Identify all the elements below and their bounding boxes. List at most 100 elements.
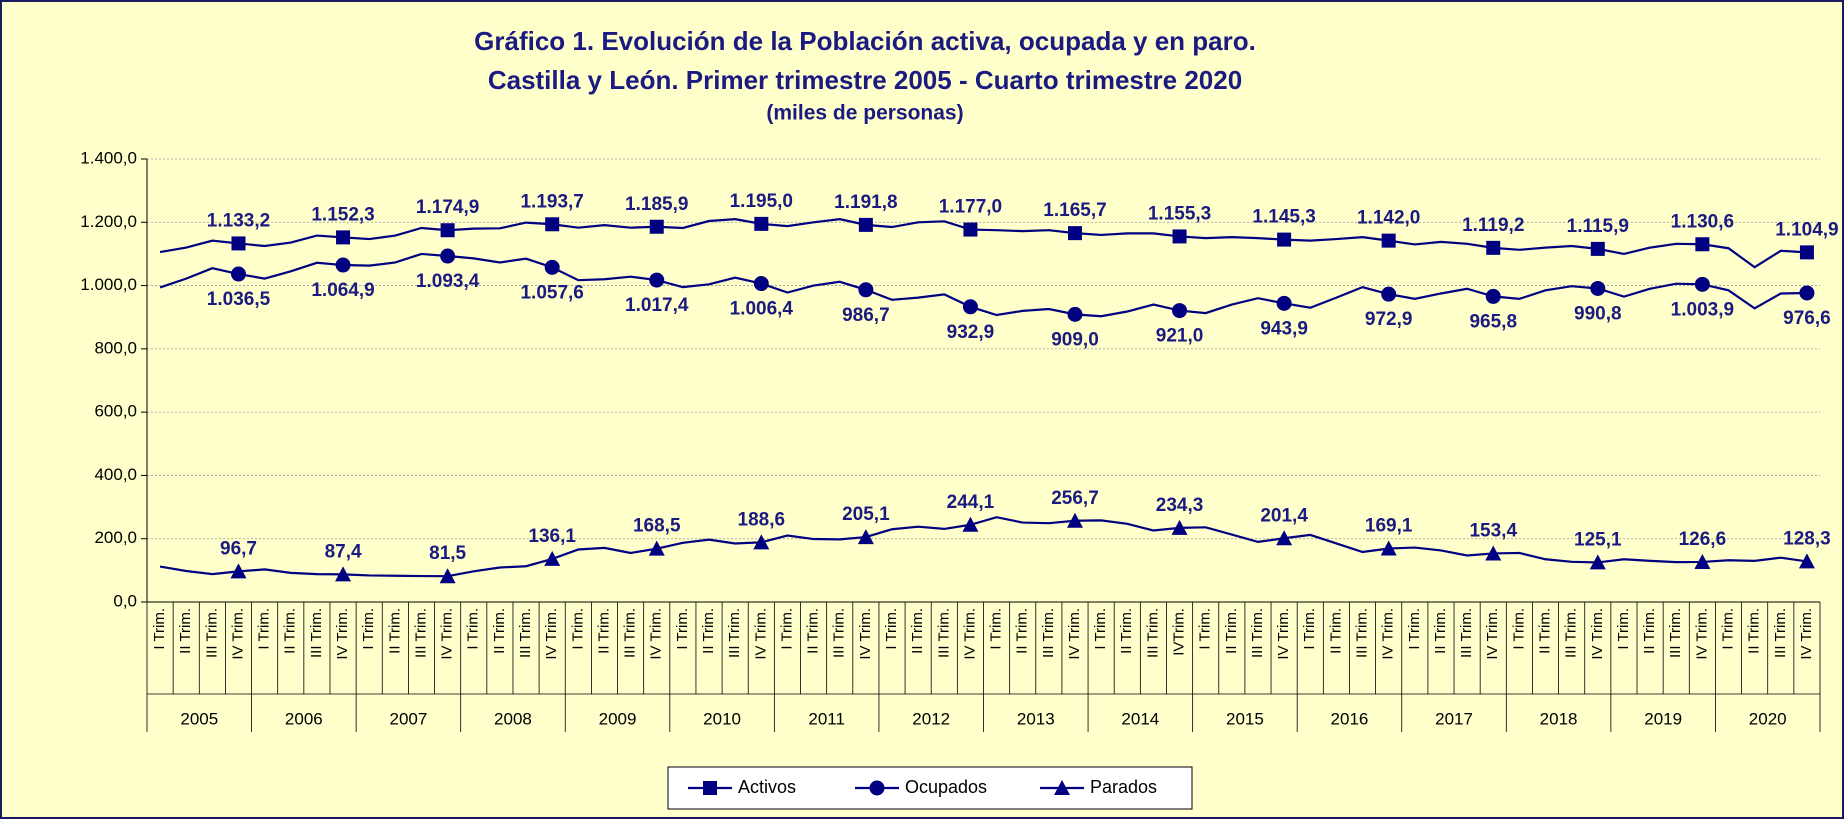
year-label: 2019 xyxy=(1644,709,1682,728)
x-tick-label: III Trim. xyxy=(412,608,429,658)
x-tick-label: III Trim. xyxy=(1144,608,1161,658)
y-tick-label: 800,0 xyxy=(94,338,137,357)
point-marker xyxy=(754,216,769,231)
point-marker xyxy=(1067,226,1082,241)
x-tick-label: IV Trim. xyxy=(229,608,246,660)
x-tick-label: II Trim. xyxy=(1641,608,1658,654)
x-tick-label: I Trim. xyxy=(988,608,1005,650)
point-marker xyxy=(1590,241,1605,256)
value-label: 1.177,0 xyxy=(939,197,1002,218)
value-label: 125,1 xyxy=(1574,529,1622,550)
value-label: 1.006,4 xyxy=(730,299,794,320)
x-tick-label: III Trim. xyxy=(1354,608,1371,658)
value-label: 1.185,9 xyxy=(625,194,688,215)
x-tick-label: II Trim. xyxy=(1118,608,1135,654)
point-marker xyxy=(1486,240,1501,255)
point-marker xyxy=(439,568,456,584)
x-tick-label: IV Trim. xyxy=(543,608,560,660)
y-tick-label: 0,0 xyxy=(113,591,137,610)
x-tick-label: IV Trim. xyxy=(1484,608,1501,660)
value-label: 1.130,6 xyxy=(1671,211,1734,232)
value-label: 136,1 xyxy=(528,526,576,547)
year-label: 2013 xyxy=(1017,709,1055,728)
x-tick-label: I Trim. xyxy=(883,608,900,650)
x-tick-label: I Trim. xyxy=(1615,608,1632,650)
x-tick-label: II Trim. xyxy=(1223,608,1240,654)
value-label: 201,4 xyxy=(1260,505,1308,526)
x-tick-label: III Trim. xyxy=(1458,608,1475,658)
y-tick-label: 1.000,0 xyxy=(80,275,137,294)
year-label: 2010 xyxy=(703,709,741,728)
point-marker xyxy=(1590,280,1606,296)
value-label: 168,5 xyxy=(633,516,681,537)
x-tick-label: IVTrim. xyxy=(1171,608,1188,656)
point-marker xyxy=(753,534,770,550)
legend-box xyxy=(667,766,1193,810)
year-label: 2005 xyxy=(180,709,218,728)
value-label: 1.174,9 xyxy=(416,197,479,218)
value-label: 965,8 xyxy=(1469,311,1517,332)
value-label: 1.191,8 xyxy=(834,192,897,213)
x-tick-label: IV Trim. xyxy=(961,608,978,660)
x-tick-label: III Trim. xyxy=(203,608,220,658)
value-label: 126,6 xyxy=(1679,529,1727,550)
point-marker xyxy=(1276,530,1293,546)
value-label: 1.003,9 xyxy=(1671,299,1734,320)
x-tick-label: III Trim. xyxy=(517,608,534,658)
year-label: 2007 xyxy=(389,709,427,728)
point-marker xyxy=(1799,245,1814,260)
x-tick-label: II Trim. xyxy=(491,608,508,654)
value-label: 1.193,7 xyxy=(520,191,583,212)
year-label: 2020 xyxy=(1749,709,1787,728)
x-tick-label: IV Trim. xyxy=(648,608,665,660)
value-label: 1.142,0 xyxy=(1357,208,1420,229)
x-tick-label: I Trim. xyxy=(465,608,482,650)
x-tick-label: I Trim. xyxy=(1719,608,1736,650)
year-label: 2008 xyxy=(494,709,532,728)
point-marker xyxy=(230,266,246,282)
value-label: 972,9 xyxy=(1365,309,1413,330)
point-marker xyxy=(230,563,247,579)
value-label: 1.057,6 xyxy=(520,282,583,303)
x-tick-label: I Trim. xyxy=(1197,608,1214,650)
point-marker xyxy=(440,223,455,238)
point-marker xyxy=(962,516,979,532)
value-label: 1.093,4 xyxy=(416,271,480,292)
point-marker xyxy=(1695,237,1710,252)
point-marker xyxy=(1381,286,1397,302)
y-tick-label: 400,0 xyxy=(94,465,137,484)
value-label: 81,5 xyxy=(429,543,466,564)
x-tick-label: II Trim. xyxy=(805,608,822,654)
series-line xyxy=(159,252,1807,318)
value-label: 1.036,5 xyxy=(207,289,271,310)
value-label: 1.145,3 xyxy=(1252,207,1315,228)
x-tick-label: IV Trim. xyxy=(1066,608,1083,660)
value-label: 986,7 xyxy=(842,305,890,326)
point-marker xyxy=(963,222,978,237)
point-marker xyxy=(962,299,978,315)
value-label: 976,6 xyxy=(1783,308,1831,329)
point-marker xyxy=(1694,553,1711,569)
point-marker xyxy=(335,566,352,582)
x-tick-label: III Trim. xyxy=(1040,608,1057,658)
value-label: 1.195,0 xyxy=(730,191,793,212)
legend-marker xyxy=(703,781,717,795)
legend-label: Activos xyxy=(738,777,796,797)
value-label: 169,1 xyxy=(1365,516,1413,537)
x-tick-label: I Trim. xyxy=(360,608,377,650)
x-tick-label: III Trim. xyxy=(1563,608,1580,658)
x-tick-label: III Trim. xyxy=(1772,608,1789,658)
x-tick-label: IV Trim. xyxy=(1380,608,1397,660)
x-tick-label: I Trim. xyxy=(1301,608,1318,650)
point-marker xyxy=(1172,303,1188,319)
x-tick-label: IV Trim. xyxy=(1589,608,1606,660)
series-line xyxy=(159,218,1807,269)
legend-marker xyxy=(869,780,885,796)
x-tick-label: III Trim. xyxy=(935,608,952,658)
x-tick-label: III Trim. xyxy=(622,608,639,658)
point-marker xyxy=(544,550,561,566)
x-tick-label: II Trim. xyxy=(700,608,717,654)
x-tick-label: IV Trim. xyxy=(439,608,456,660)
value-label: 234,3 xyxy=(1156,495,1204,516)
x-tick-label: II Trim. xyxy=(282,608,299,654)
